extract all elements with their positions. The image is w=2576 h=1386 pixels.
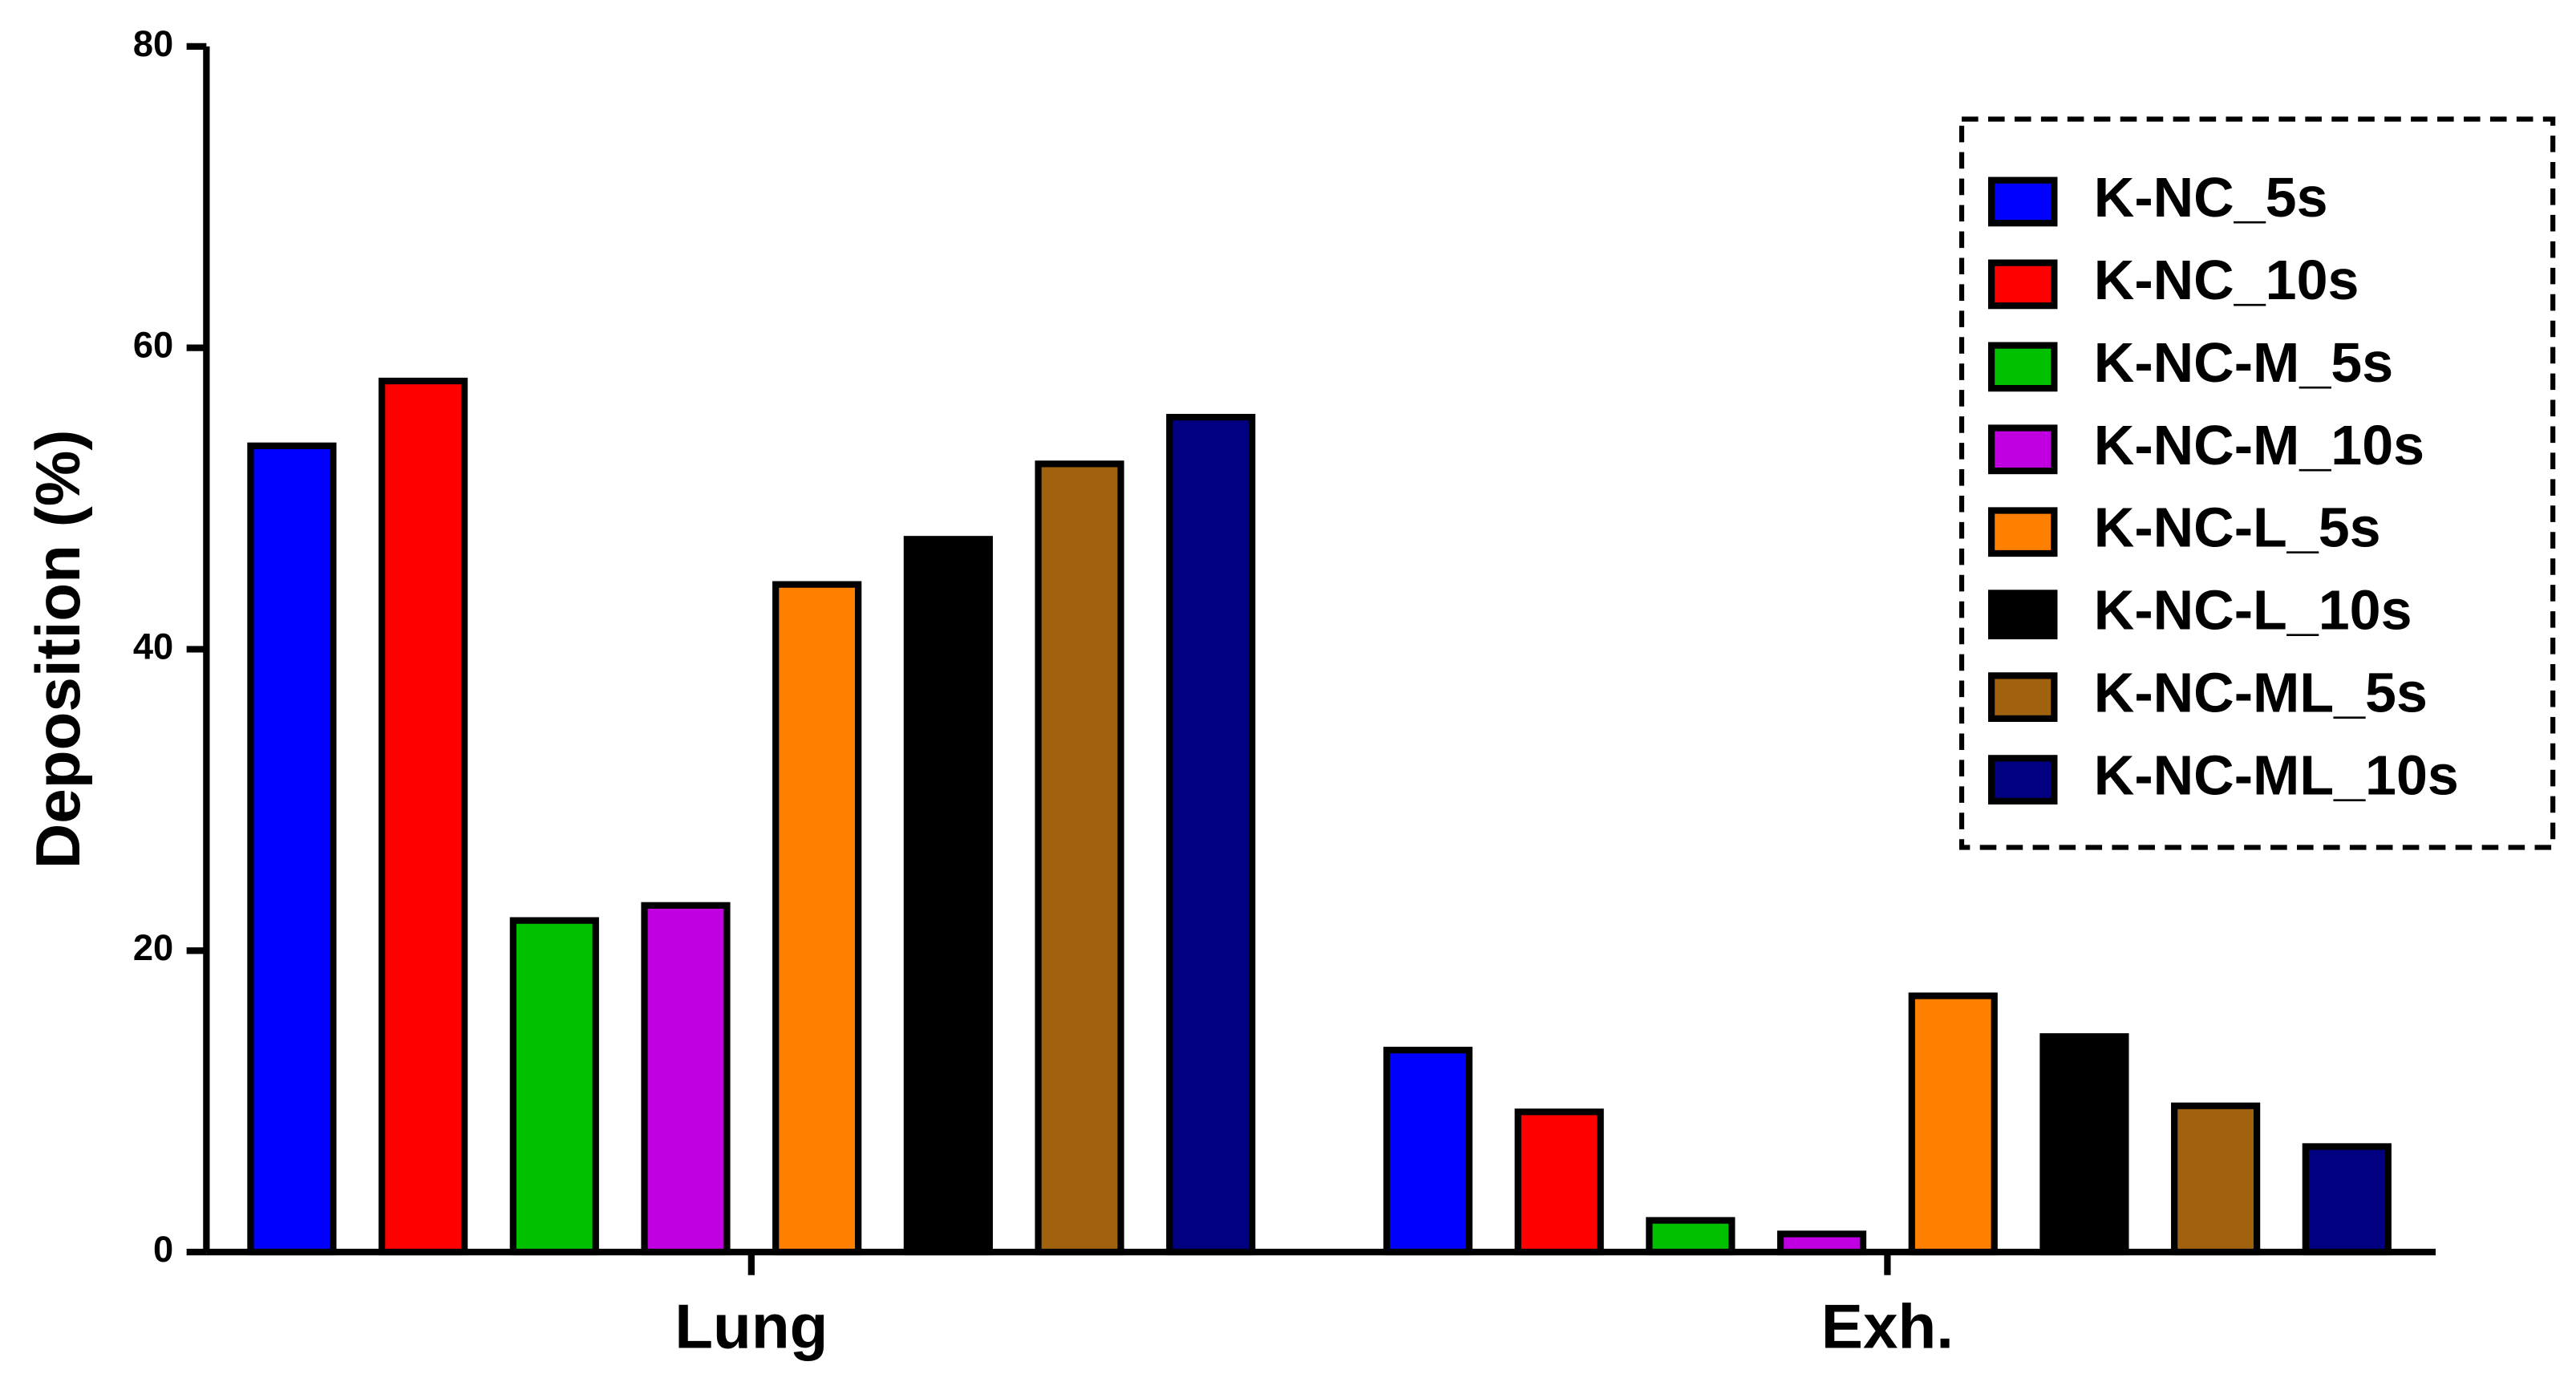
bar (2171, 1102, 2261, 1256)
legend-label: K-NC_10s (2094, 249, 2359, 311)
legend-box (1958, 116, 2556, 850)
legend-swatch (1988, 755, 2058, 804)
bar (1035, 460, 1124, 1256)
bar (1383, 1047, 1473, 1256)
bar (247, 442, 337, 1256)
bar (1646, 1217, 1736, 1256)
bar (1908, 992, 1998, 1256)
legend-swatch (1988, 342, 2058, 392)
legend-swatch (1988, 507, 2058, 557)
y-tick-label: 40 (133, 626, 173, 667)
bar (772, 581, 862, 1256)
legend-label: K-NC-M_5s (2094, 331, 2393, 394)
x-tick-label: Lung (674, 1291, 828, 1361)
legend-label: K-NC-ML_10s (2094, 744, 2459, 807)
legend-label: K-NC-M_10s (2094, 414, 2424, 476)
bar (379, 377, 468, 1256)
y-tick-label: 80 (133, 23, 173, 64)
bar (2039, 1033, 2129, 1256)
bar (1514, 1108, 1604, 1256)
bar (509, 917, 599, 1256)
x-tick-label: Exh. (1821, 1291, 1954, 1361)
bar (1166, 413, 1256, 1256)
y-tick-label: 60 (133, 325, 173, 366)
bar (641, 902, 731, 1256)
bar (903, 536, 993, 1256)
legend-swatch (1988, 424, 2058, 475)
legend-label: K-NC-ML_5s (2094, 662, 2428, 724)
bar (2302, 1143, 2392, 1256)
y-tick-label: 20 (133, 927, 173, 968)
legend-label: K-NC-L_5s (2094, 496, 2381, 559)
legend-swatch (1988, 176, 2058, 227)
y-axis-label: Deposition (%) (22, 430, 93, 869)
legend-swatch (1988, 672, 2058, 723)
bar (1776, 1230, 1867, 1256)
legend-label: K-NC-L_10s (2094, 579, 2412, 642)
y-tick-label: 0 (153, 1229, 173, 1270)
legend-label: K-NC_5s (2094, 166, 2328, 229)
legend-swatch (1988, 259, 2058, 310)
legend-swatch (1988, 590, 2058, 640)
